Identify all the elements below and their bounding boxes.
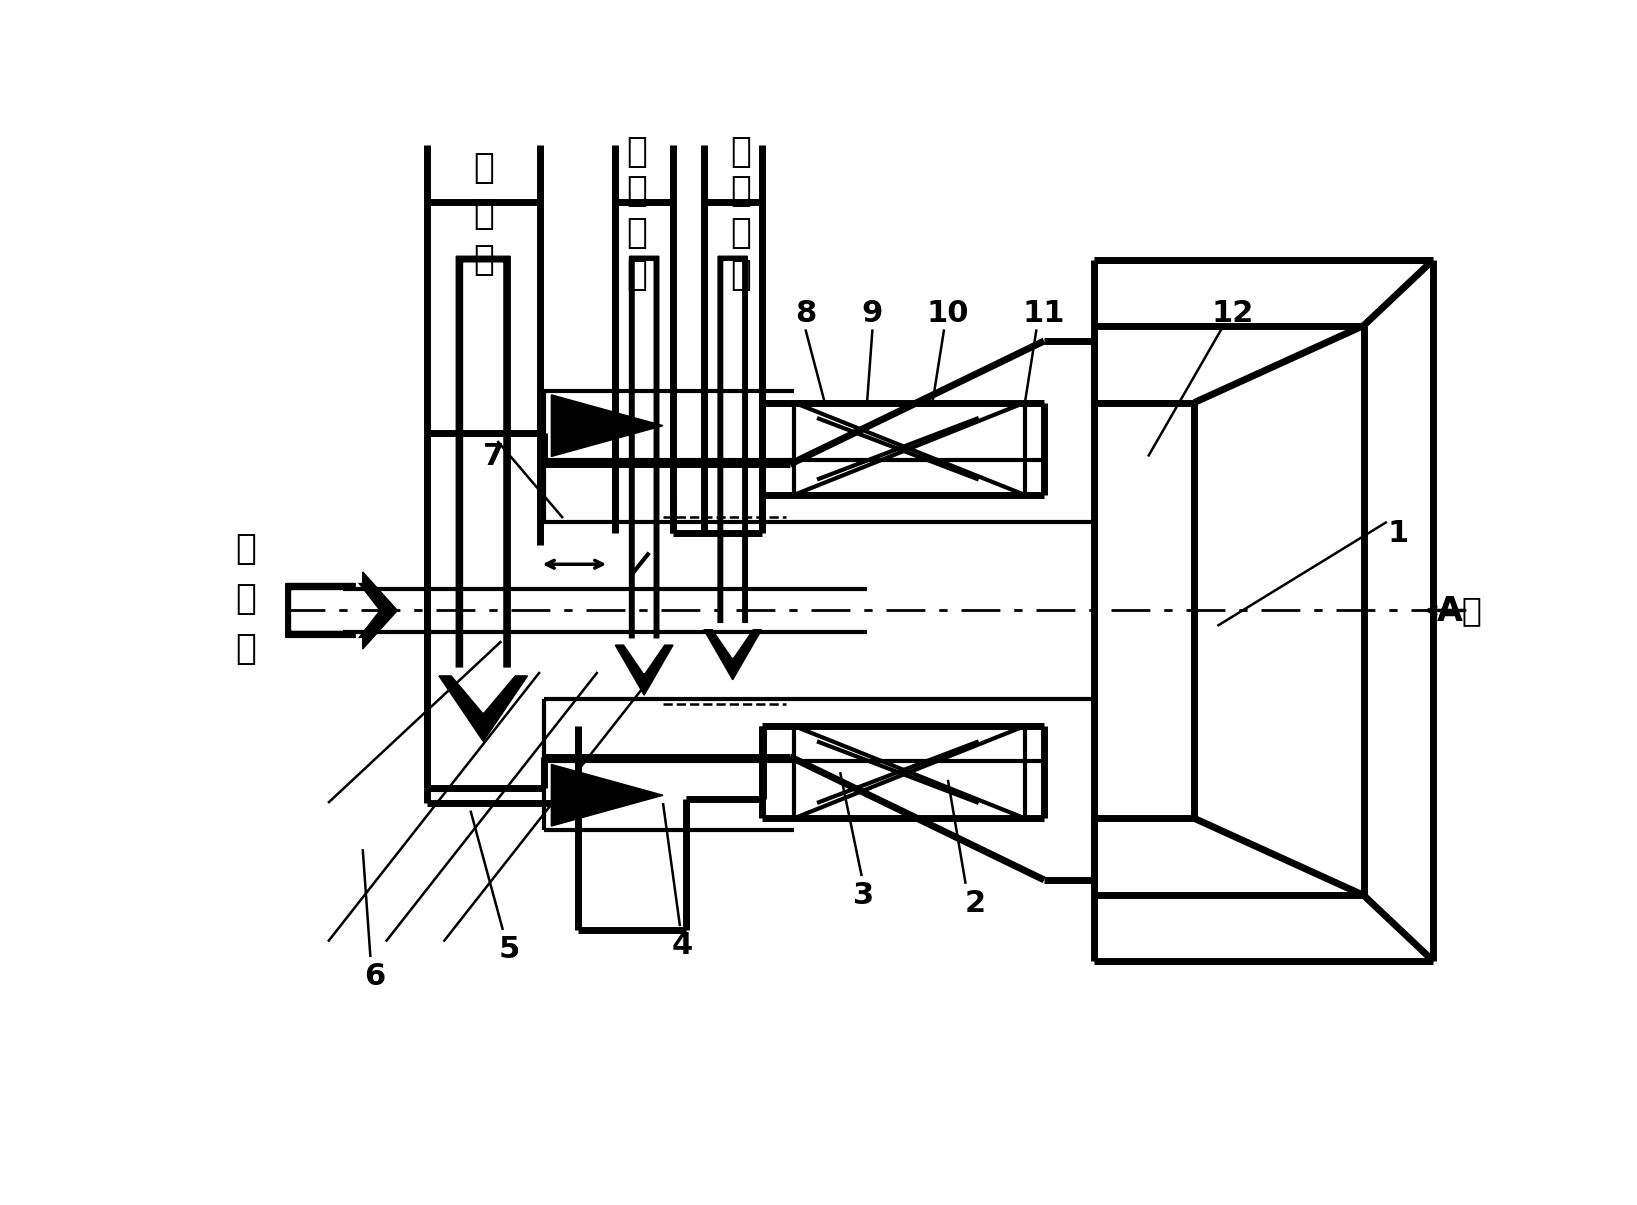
Text: 12: 12 [1211,300,1254,329]
Polygon shape [291,582,378,639]
Text: 二: 二 [730,174,751,207]
Text: 6: 6 [363,962,385,991]
Polygon shape [552,395,663,457]
Text: 风: 风 [625,259,647,293]
Text: 2: 2 [964,888,985,917]
Polygon shape [704,257,761,680]
Text: 10: 10 [927,300,969,329]
Polygon shape [447,263,521,712]
Text: 4: 4 [671,931,692,960]
Polygon shape [286,572,398,649]
Text: 次: 次 [730,216,751,251]
Text: 1: 1 [1388,519,1409,548]
Text: 7: 7 [483,442,504,471]
Text: 中: 中 [236,531,255,566]
Polygon shape [710,261,756,657]
Text: 11: 11 [1023,300,1066,329]
Text: 次: 次 [625,216,647,251]
Text: 9: 9 [861,300,882,329]
Text: 二: 二 [625,174,647,207]
Text: 一: 一 [473,151,494,184]
Text: 风: 风 [473,243,494,277]
Text: 次: 次 [473,196,494,231]
Text: 内: 内 [625,135,647,169]
Polygon shape [552,764,663,827]
Text: 外: 外 [730,135,751,169]
Polygon shape [439,257,527,741]
Polygon shape [620,261,668,672]
Text: 5: 5 [498,935,519,964]
Text: 风: 风 [236,631,255,666]
Text: 风: 风 [730,259,751,293]
Text: 8: 8 [796,300,817,329]
Text: 心: 心 [236,582,255,616]
Polygon shape [616,257,673,695]
Text: A向: A向 [1437,594,1483,627]
Text: 3: 3 [853,881,874,910]
